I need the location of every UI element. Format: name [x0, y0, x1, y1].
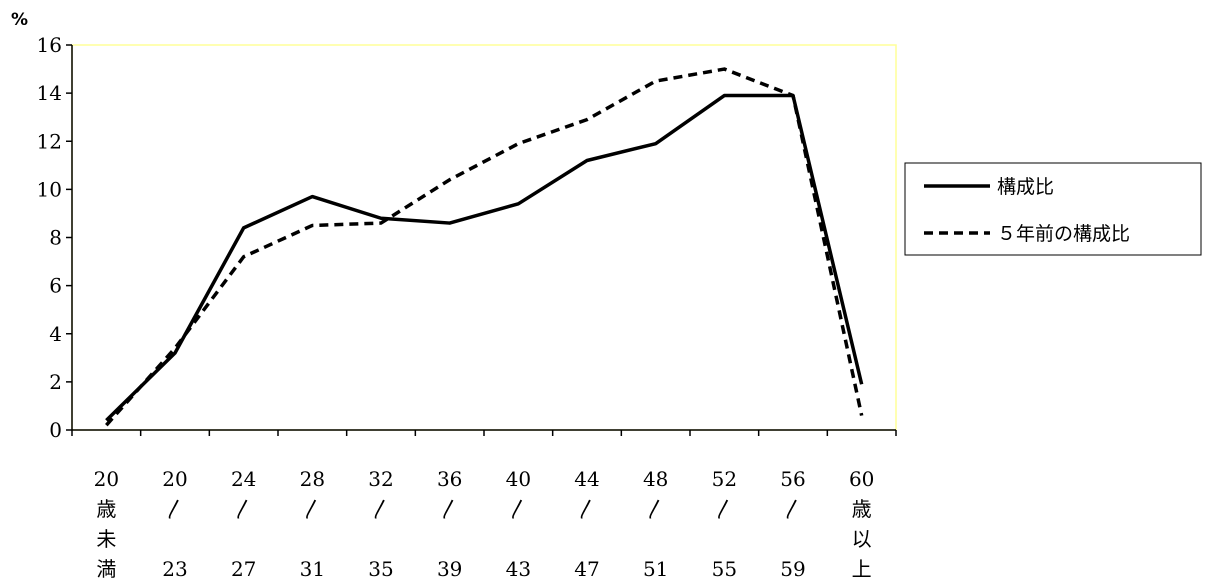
- y-tick-label: 12: [37, 129, 62, 153]
- x-category-label-part: 36: [437, 467, 462, 491]
- x-category-label-part: 未: [96, 527, 116, 551]
- axes: [66, 44, 897, 436]
- x-category-range-mark: 〳: [646, 497, 666, 521]
- x-category-range-mark: 〳: [440, 497, 460, 521]
- x-category-label: 44 〳 47: [574, 467, 599, 581]
- x-category-range-mark: 〳: [302, 497, 322, 521]
- x-category-label-part: 以: [852, 527, 872, 551]
- y-tick-label: 6: [49, 274, 62, 298]
- x-category-range-mark: 〳: [165, 497, 185, 521]
- x-category-range-mark: 〳: [714, 497, 734, 521]
- x-category-label-part: 上: [852, 557, 872, 581]
- y-axis-unit-label: %: [11, 10, 28, 30]
- series-lines: [105, 67, 864, 427]
- series-line-dashed: [105, 67, 864, 427]
- y-tick-labels: 0 2 4 6 8 10 12 14 16: [37, 33, 62, 442]
- x-category-label-part: 満: [96, 557, 116, 581]
- legend-label-0: 構成比: [997, 176, 1054, 198]
- x-category-label: 20 〳 23: [162, 467, 187, 581]
- x-category-label-part: 55: [712, 557, 737, 581]
- x-category-label-part: 32: [368, 467, 393, 491]
- legend: 構成比 ５年前の構成比: [904, 162, 1202, 256]
- y-tick-label: 0: [49, 418, 62, 442]
- y-tick-label: 4: [49, 322, 62, 346]
- x-category-label-part: 31: [300, 557, 325, 581]
- x-category-range-mark: 〳: [577, 497, 597, 521]
- legend-box: [904, 162, 1202, 256]
- y-tick-label: 10: [37, 177, 62, 201]
- x-category-label: 60 歳以上: [849, 467, 874, 581]
- x-category-label-part: 40: [506, 467, 531, 491]
- x-category-label: 24 〳 27: [231, 467, 256, 581]
- x-category-label: 56 〳 59: [780, 467, 805, 581]
- x-category-label-part: 39: [437, 557, 462, 581]
- plot-area-border: [71, 44, 897, 431]
- x-category-label-part: 35: [368, 557, 393, 581]
- x-category-label-part: 60: [849, 467, 874, 491]
- x-category-label-part: 27: [231, 557, 256, 581]
- x-category-range-mark: 〳: [371, 497, 391, 521]
- x-tick-labels: 20歳未満20〳2324〳2728〳3132〳3536〳3940〳4344〳47…: [94, 467, 875, 581]
- x-category-label-part: 52: [712, 467, 737, 491]
- series-line-solid: [105, 93, 864, 422]
- x-category-label: 48 〳 51: [643, 467, 668, 581]
- x-category-label: 28 〳 31: [300, 467, 325, 581]
- x-category-label: 20 歳未満: [94, 467, 119, 581]
- y-tick-label: 8: [49, 226, 62, 250]
- x-category-label-part: 28: [300, 467, 325, 491]
- x-category-label: 40 〳 43: [506, 467, 531, 581]
- x-category-label-part: 59: [780, 557, 805, 581]
- x-category-range-mark: 〳: [234, 497, 254, 521]
- x-category-label: 36 〳 39: [437, 467, 462, 581]
- x-category-label-part: 44: [574, 467, 599, 491]
- x-category-range-mark: 〳: [508, 497, 528, 521]
- x-category-label-part: 47: [574, 557, 599, 581]
- x-category-label: 52 〳 55: [712, 467, 737, 581]
- x-category-label-part: 56: [780, 467, 805, 491]
- x-category-label-part: 歳: [852, 497, 872, 521]
- x-category-label: 32 〳 35: [368, 467, 393, 581]
- x-category-label-part: 51: [643, 557, 668, 581]
- x-category-label-part: 20: [162, 467, 187, 491]
- x-category-label-part: 24: [231, 467, 256, 491]
- x-category-label-part: 43: [506, 557, 531, 581]
- y-tick-label: 14: [37, 81, 62, 105]
- y-tick-label: 2: [49, 370, 62, 394]
- x-category-range-mark: 〳: [783, 497, 803, 521]
- x-category-label-part: 歳: [96, 497, 116, 521]
- x-category-label-part: 48: [643, 467, 668, 491]
- x-category-label-part: 20: [94, 467, 119, 491]
- y-tick-label: 16: [37, 33, 62, 57]
- x-category-label-part: 23: [162, 557, 187, 581]
- legend-label-1: ５年前の構成比: [997, 223, 1130, 245]
